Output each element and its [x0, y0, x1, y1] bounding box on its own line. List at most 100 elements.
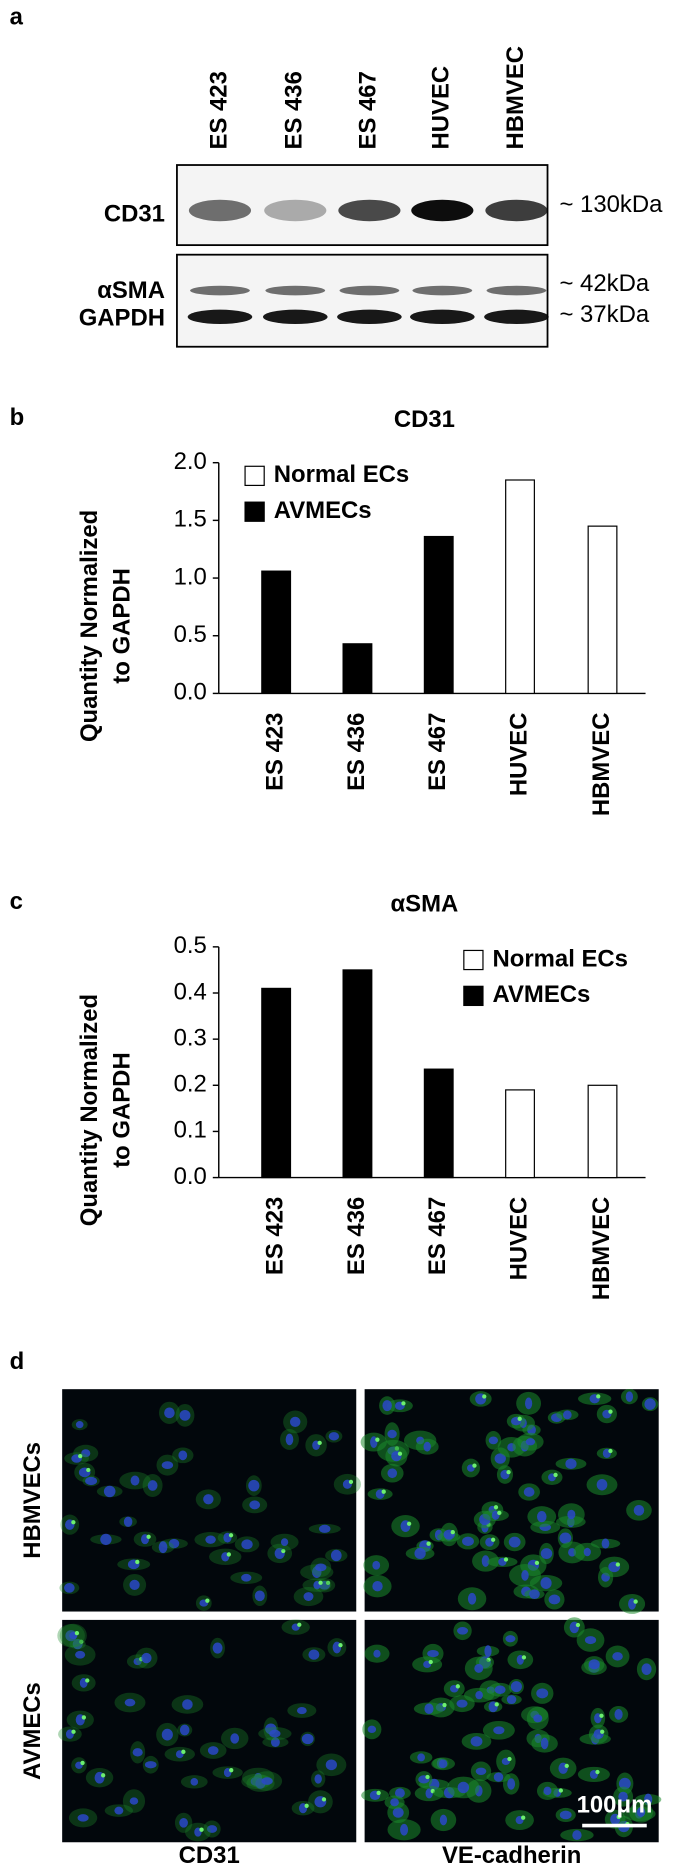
bar: [587, 1084, 618, 1179]
blot-band: [411, 199, 474, 222]
nucleus: [588, 1659, 600, 1670]
nucleus: [285, 1433, 294, 1446]
y-tick-label: 0.5: [174, 621, 207, 648]
stain-spot: [517, 1416, 522, 1421]
nucleus: [308, 1649, 320, 1660]
nucleus: [567, 1509, 576, 1520]
nucleus: [75, 1650, 86, 1659]
stain-spot: [575, 1622, 581, 1628]
nucleus: [387, 1429, 397, 1439]
stain-spot: [482, 1394, 487, 1399]
lane-label: HBMVEC: [502, 46, 529, 150]
nucleus: [475, 1691, 483, 1700]
y-tick-label: 0.1: [174, 1117, 207, 1144]
nucleus: [543, 1786, 552, 1796]
nucleus: [212, 1642, 223, 1654]
nucleus: [462, 1536, 474, 1546]
bar: [505, 479, 535, 695]
blot-band: [410, 309, 475, 325]
legend-label: Normal ECs: [493, 945, 628, 972]
nucleus: [424, 1703, 434, 1714]
nucleus: [130, 1475, 140, 1486]
stain-spot: [325, 1580, 331, 1586]
nucleus: [270, 1737, 280, 1747]
stain-spot: [521, 1655, 527, 1660]
nucleus: [559, 1810, 572, 1820]
stain-spot: [615, 1562, 620, 1567]
nucleus: [493, 1726, 505, 1735]
bar: [261, 570, 292, 695]
stain-spot: [534, 1560, 540, 1565]
nucleus: [563, 1410, 572, 1420]
stain-spot: [348, 1479, 354, 1485]
nucleus: [529, 1589, 540, 1599]
legend-label: Normal ECs: [274, 461, 409, 488]
micrograph: [360, 1388, 659, 1614]
column-label: CD31: [179, 1842, 240, 1869]
nucleus: [536, 1688, 549, 1699]
stain-spot: [86, 1467, 91, 1473]
stain-spot: [318, 1580, 323, 1585]
nucleus: [494, 1453, 506, 1464]
nucleus: [400, 1823, 409, 1836]
blot-band: [264, 199, 327, 222]
nucleus: [481, 1555, 490, 1567]
x-tick-label: HBMVEC: [588, 1197, 615, 1301]
nucleus: [372, 1560, 381, 1570]
stain-spot: [608, 1448, 613, 1454]
nucleus: [114, 1806, 124, 1815]
nucleus: [417, 1753, 426, 1762]
bar: [342, 969, 373, 1179]
blot-row-label: GAPDH: [79, 305, 165, 332]
nucleus: [644, 1398, 656, 1410]
nucleus: [280, 1538, 289, 1546]
stain-spot: [228, 1533, 234, 1538]
nucleus: [390, 1798, 399, 1807]
bar: [505, 1089, 535, 1179]
nucleus: [161, 1728, 173, 1741]
nucleus: [230, 1733, 240, 1744]
y-tick-label: 1.5: [174, 506, 207, 533]
lane-label: HUVEC: [428, 66, 455, 150]
nucleus: [583, 1547, 591, 1557]
nucleus: [207, 1746, 219, 1755]
nucleus: [147, 1480, 158, 1491]
y-axis-label: to GAPDH: [108, 568, 135, 683]
nucleus: [457, 1781, 470, 1794]
nucleus: [456, 1699, 468, 1708]
lane-label: ES 436: [281, 71, 308, 149]
nucleus: [206, 1825, 218, 1833]
blot-band: [412, 285, 473, 296]
nucleus: [85, 1476, 98, 1486]
nucleus: [325, 1759, 337, 1771]
nucleus: [372, 1580, 383, 1592]
legend-swatch: [463, 949, 484, 971]
nucleus: [438, 1759, 448, 1769]
stain-spot: [608, 1409, 613, 1414]
panel-label: d: [10, 1348, 25, 1375]
stain-spot: [521, 1815, 526, 1820]
stain-spot: [281, 1548, 286, 1554]
nucleus: [203, 1494, 214, 1505]
nucleus: [537, 1510, 547, 1523]
stain-spot: [181, 1749, 186, 1754]
nucleus: [506, 1695, 517, 1704]
y-tick-label: 0.2: [174, 1071, 207, 1098]
x-tick-label: ES 436: [343, 713, 370, 791]
nucleus: [182, 1699, 193, 1710]
micrograph: [59, 1389, 362, 1612]
stain-spot: [229, 1768, 234, 1773]
stain-spot: [80, 1760, 85, 1766]
stain-spot: [494, 1702, 499, 1707]
stain-spot: [507, 1756, 512, 1762]
nucleus: [636, 1807, 646, 1818]
nucleus: [507, 1778, 516, 1790]
lane-label: ES 467: [355, 71, 382, 149]
nucleus: [524, 1397, 533, 1410]
nucleus: [493, 1772, 504, 1782]
y-tick-label: 2.0: [174, 448, 207, 475]
y-tick-label: 0.0: [174, 1163, 207, 1190]
nucleus: [254, 1590, 265, 1602]
nucleus: [179, 1724, 190, 1736]
nucleus: [457, 1626, 469, 1635]
